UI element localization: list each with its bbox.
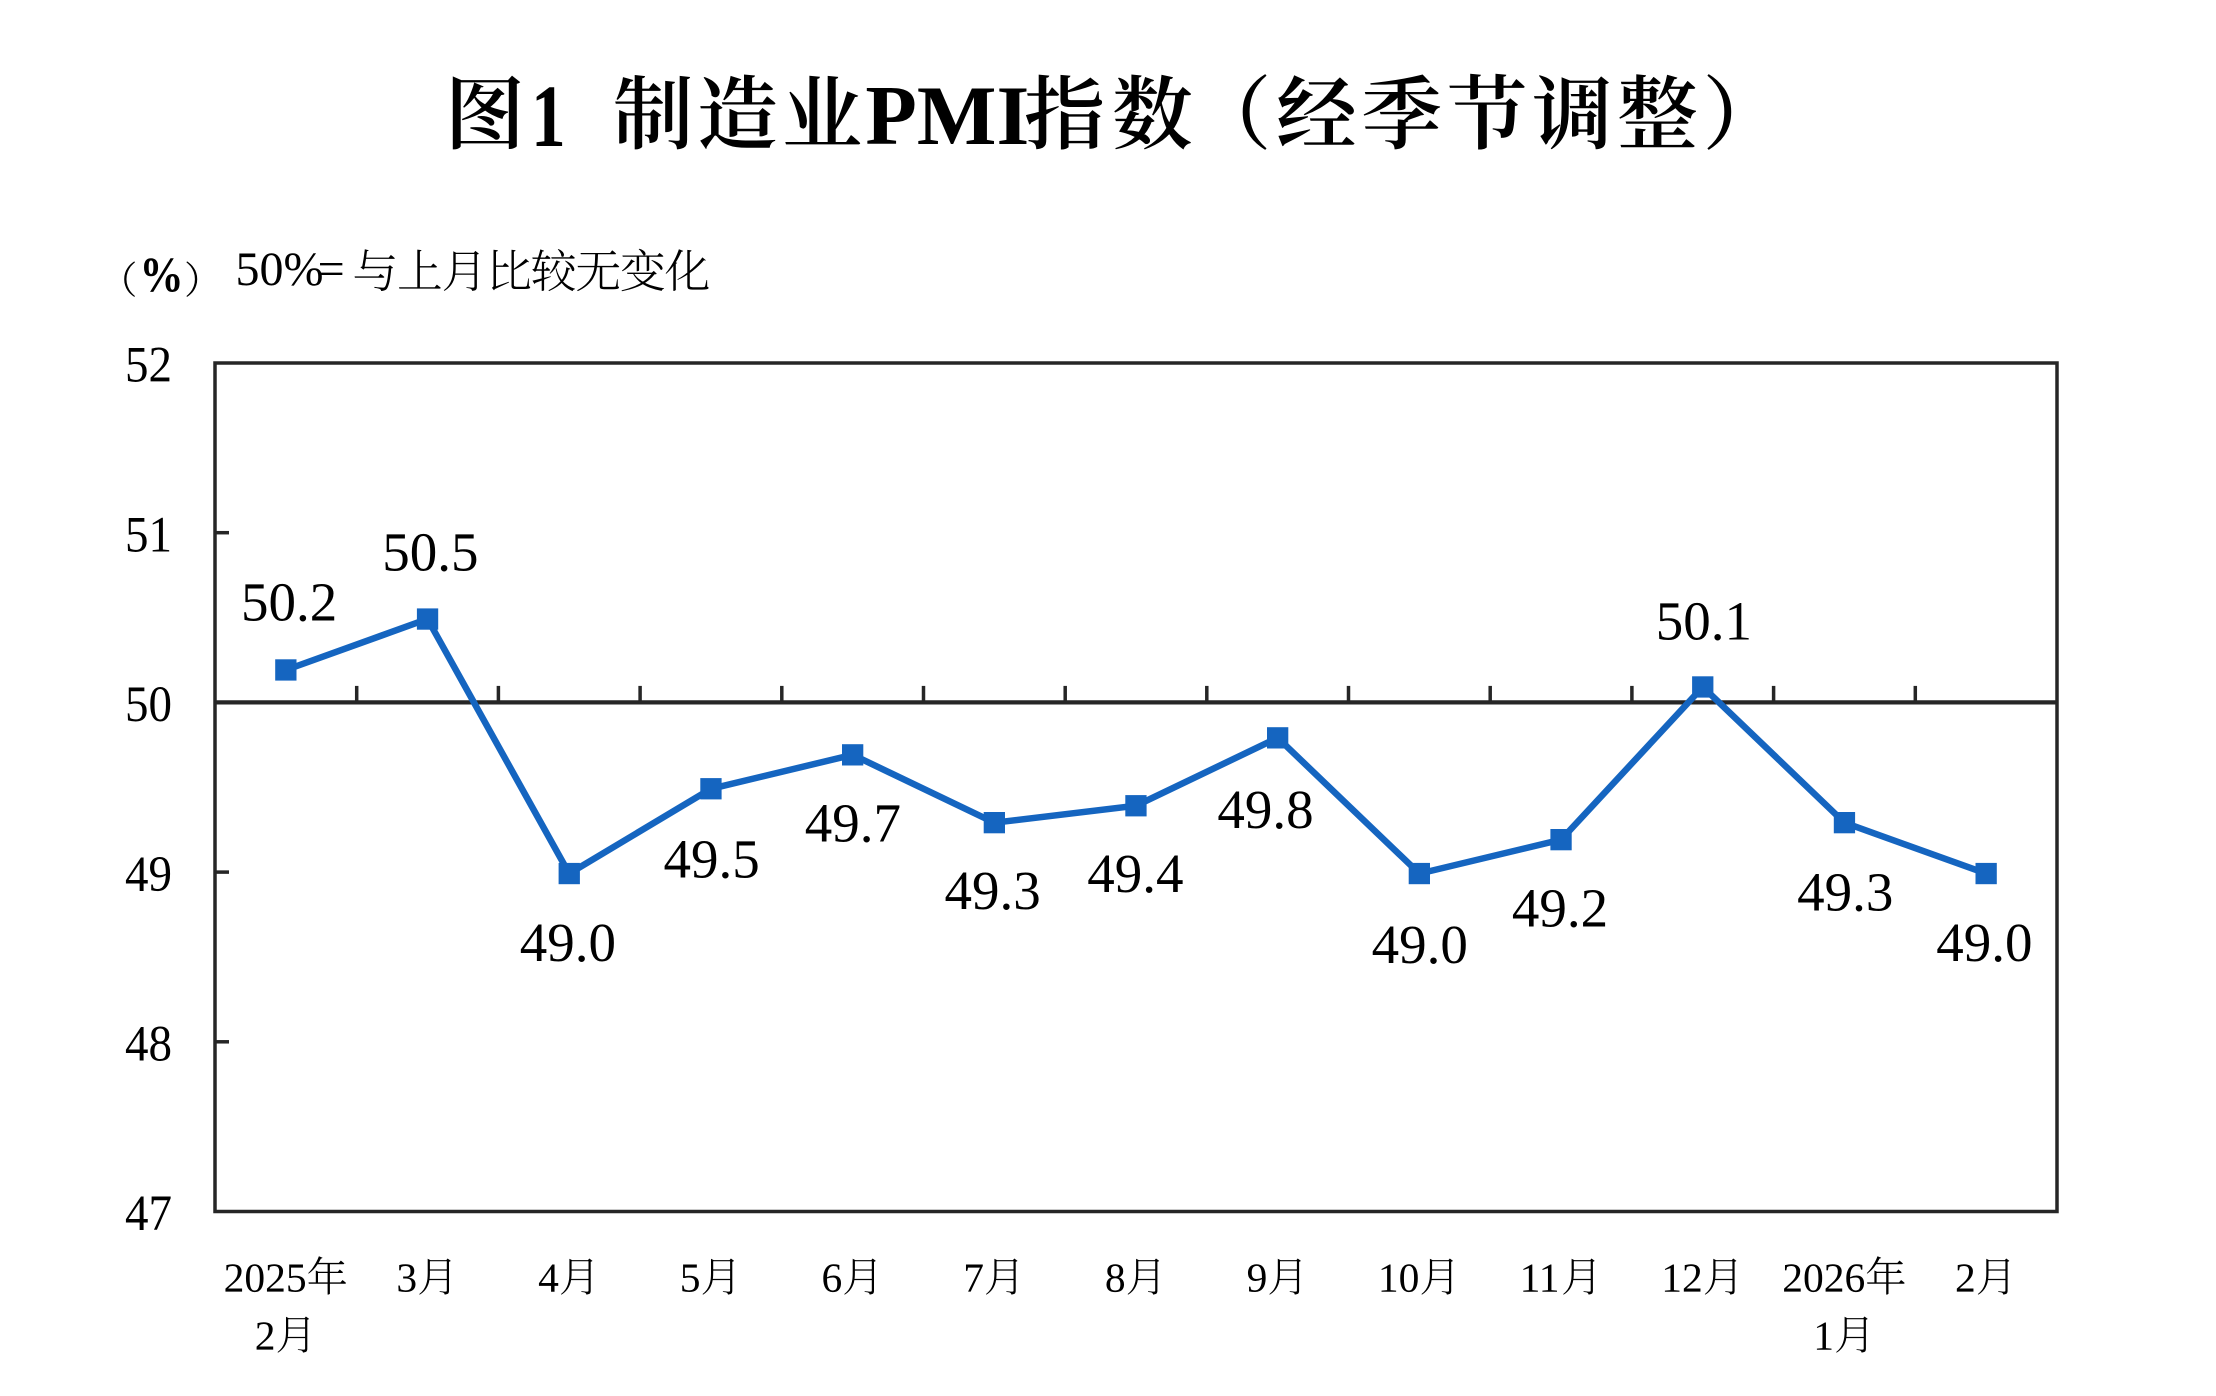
svg-text:1: 1 xyxy=(1813,1313,1834,1359)
svg-text:51: 51 xyxy=(125,506,172,562)
svg-text:10: 10 xyxy=(1378,1255,1420,1301)
svg-text:2: 2 xyxy=(255,1313,276,1359)
svg-text:11: 11 xyxy=(1520,1255,1560,1301)
svg-text:49: 49 xyxy=(125,846,172,902)
svg-text:2025: 2025 xyxy=(224,1255,307,1301)
svg-text:50.5: 50.5 xyxy=(382,522,478,583)
svg-text:8: 8 xyxy=(1105,1255,1126,1301)
svg-text:4: 4 xyxy=(538,1255,559,1301)
svg-text:49.5: 49.5 xyxy=(663,829,759,890)
svg-text:PMI: PMI xyxy=(865,70,1029,163)
svg-text:49.8: 49.8 xyxy=(1217,779,1313,840)
svg-text:50%: 50% xyxy=(236,243,324,296)
svg-text:49.0: 49.0 xyxy=(1936,912,2032,973)
svg-text:49.3: 49.3 xyxy=(1797,861,1893,922)
svg-text:9: 9 xyxy=(1247,1255,1268,1301)
svg-text:1: 1 xyxy=(531,68,566,166)
svg-text:49.0: 49.0 xyxy=(1372,914,1468,975)
svg-text:=: = xyxy=(318,243,345,296)
svg-text:5: 5 xyxy=(680,1255,701,1301)
svg-text:49.2: 49.2 xyxy=(1512,877,1608,938)
svg-text:52: 52 xyxy=(125,337,172,393)
svg-text:12: 12 xyxy=(1661,1255,1703,1301)
svg-text:49.4: 49.4 xyxy=(1087,843,1183,904)
svg-text:49.0: 49.0 xyxy=(520,912,616,973)
svg-text:48: 48 xyxy=(125,1016,172,1072)
svg-text:6: 6 xyxy=(822,1255,843,1301)
svg-text:47: 47 xyxy=(125,1185,172,1241)
svg-text:3: 3 xyxy=(396,1255,417,1301)
svg-text:2: 2 xyxy=(1955,1255,1976,1301)
svg-text:50.2: 50.2 xyxy=(241,571,337,632)
svg-text:%: % xyxy=(140,246,184,302)
svg-text:50: 50 xyxy=(125,676,172,732)
svg-text:7: 7 xyxy=(963,1255,984,1301)
svg-text:49.7: 49.7 xyxy=(805,792,901,853)
svg-text:49.3: 49.3 xyxy=(944,860,1040,921)
svg-text:50.1: 50.1 xyxy=(1656,591,1752,652)
svg-text:2026: 2026 xyxy=(1782,1255,1865,1301)
